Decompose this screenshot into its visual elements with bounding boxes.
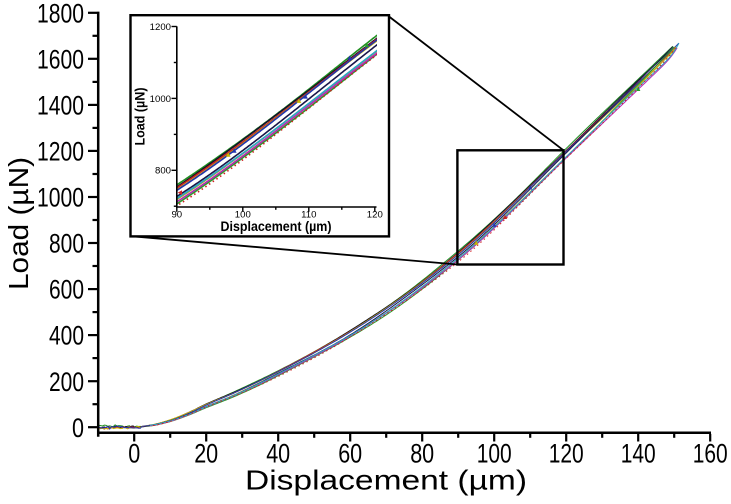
svg-text:90: 90 bbox=[171, 210, 182, 221]
svg-text:120: 120 bbox=[367, 210, 383, 221]
svg-text:100: 100 bbox=[235, 210, 251, 221]
svg-text:0: 0 bbox=[72, 413, 84, 443]
svg-text:800: 800 bbox=[49, 229, 84, 259]
svg-text:1000: 1000 bbox=[37, 183, 84, 213]
svg-text:110: 110 bbox=[301, 210, 316, 221]
svg-text:0: 0 bbox=[128, 439, 140, 469]
svg-text:Load (µN): Load (µN) bbox=[132, 88, 148, 146]
svg-text:600: 600 bbox=[49, 275, 84, 305]
svg-text:140: 140 bbox=[621, 439, 656, 469]
svg-text:120: 120 bbox=[549, 439, 584, 469]
svg-text:Displacement (µm): Displacement (µm) bbox=[245, 465, 527, 496]
svg-text:1600: 1600 bbox=[37, 44, 84, 74]
svg-text:80: 80 bbox=[410, 439, 434, 469]
svg-text:Load (µN): Load (µN) bbox=[3, 157, 34, 290]
svg-text:20: 20 bbox=[194, 439, 218, 469]
svg-text:1000: 1000 bbox=[150, 94, 171, 105]
svg-text:160: 160 bbox=[693, 439, 728, 469]
svg-text:400: 400 bbox=[49, 321, 84, 351]
svg-text:1400: 1400 bbox=[37, 91, 84, 121]
svg-text:1800: 1800 bbox=[37, 0, 84, 28]
svg-text:1200: 1200 bbox=[37, 137, 84, 167]
svg-text:100: 100 bbox=[477, 439, 512, 469]
svg-text:40: 40 bbox=[266, 439, 290, 469]
svg-text:800: 800 bbox=[155, 166, 171, 177]
svg-text:200: 200 bbox=[49, 367, 84, 397]
svg-text:60: 60 bbox=[338, 439, 362, 469]
svg-text:Displacement (µm): Displacement (µm) bbox=[221, 218, 332, 234]
svg-text:1200: 1200 bbox=[150, 22, 171, 33]
